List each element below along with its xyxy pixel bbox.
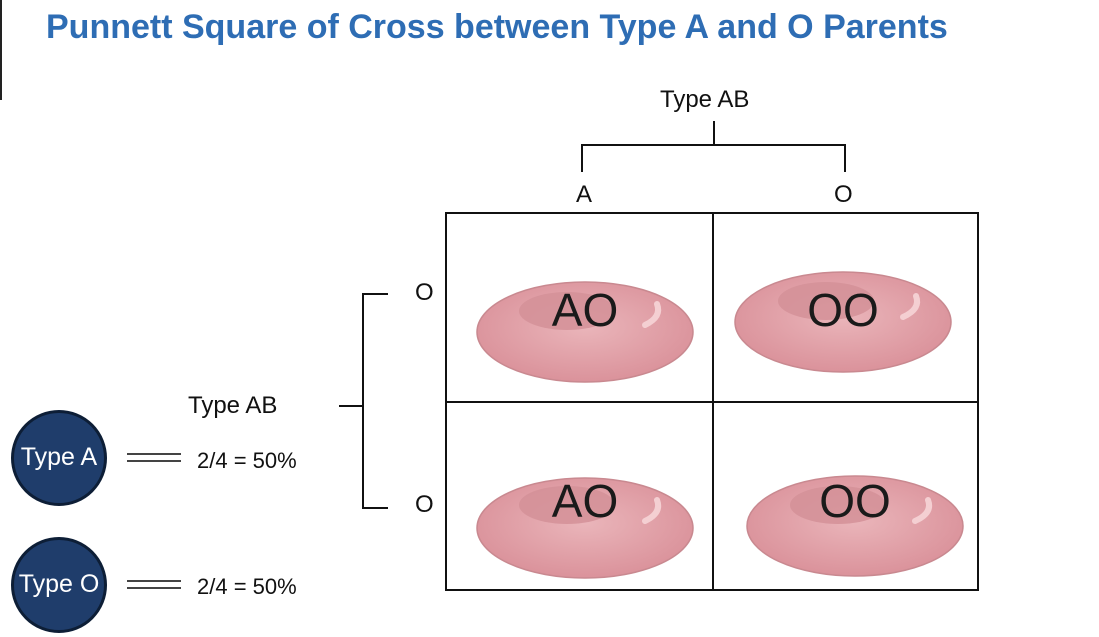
top-bracket-left-leg — [581, 144, 583, 172]
top-allele-1: A — [576, 181, 593, 208]
equals-sign-1 — [127, 453, 181, 462]
top-bracket-right-leg — [844, 144, 846, 172]
type-a-badge-label: Type A — [20, 443, 98, 472]
top-parent-label: Type AB — [660, 86, 750, 113]
left-bracket-bar — [362, 293, 364, 509]
top-allele-2: O — [834, 181, 853, 208]
left-allele-2: O — [415, 491, 434, 518]
red-blood-cell-4: OO — [746, 475, 964, 577]
cell-genotype-2: OO — [807, 284, 879, 336]
red-blood-cell-2: OO — [734, 271, 952, 373]
page-title: Punnett Square of Cross between Type A a… — [46, 8, 948, 46]
type-o-badge-label: Type O — [18, 570, 100, 599]
cell-genotype-1: AO — [552, 284, 618, 336]
cell-genotype-4: OO — [819, 475, 891, 527]
type-a-ratio: 2/4 = 50% — [197, 448, 297, 473]
left-allele-1: O — [415, 279, 434, 306]
type-a-badge: Type A — [11, 410, 107, 506]
top-bracket-bar — [581, 144, 846, 146]
type-o-badge: Type O — [11, 537, 107, 633]
left-bracket-top-leg — [362, 293, 388, 295]
left-bracket-stem — [339, 405, 363, 407]
top-bracket-stem — [713, 121, 715, 145]
cell-genotype-3: AO — [552, 475, 618, 527]
equals-sign-2 — [127, 580, 181, 589]
left-edge-rule — [0, 0, 2, 100]
left-bracket-bottom-leg — [362, 507, 388, 509]
type-o-ratio: 2/4 = 50% — [197, 574, 297, 599]
left-parent-label: Type AB — [188, 392, 278, 419]
red-blood-cell-1: AO — [476, 281, 694, 383]
red-blood-cell-3: AO — [476, 475, 694, 579]
